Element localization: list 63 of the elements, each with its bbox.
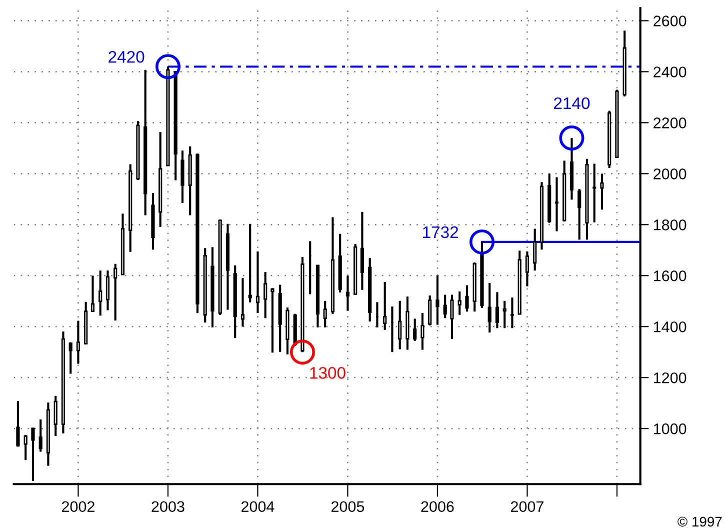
- candlestick: [323, 300, 327, 328]
- candlestick: [240, 277, 245, 328]
- candlestick: [592, 162, 596, 224]
- point: [155, 54, 180, 80]
- text: © 1997: [678, 516, 722, 527]
- candlestick: [90, 274, 95, 312]
- candlestick: [76, 320, 80, 365]
- y-tick-label: 2000: [654, 168, 686, 180]
- candlestick: [428, 294, 432, 326]
- y-tick-label: 1000: [654, 423, 686, 434]
- candlestick: [106, 269, 110, 312]
- data-label: 2140: [554, 97, 590, 110]
- candlestick: [68, 341, 72, 375]
- y-tick-label: 1800: [654, 220, 686, 230]
- candlestick: [256, 250, 260, 314]
- data-label: 2420: [108, 50, 144, 63]
- candlestick: [360, 210, 364, 291]
- candlestick: [600, 172, 604, 211]
- candlestick: [525, 250, 530, 288]
- y-tick-label: 2600: [654, 16, 686, 26]
- x-tick-label: 2003: [152, 501, 184, 512]
- y-tick-label: 2400: [654, 66, 686, 78]
- candlestick: [533, 228, 537, 272]
- candlestick: [510, 296, 514, 330]
- data-label: 1732: [423, 226, 458, 238]
- x-tick-label: 2004: [242, 501, 274, 512]
- candlestick: [443, 294, 447, 320]
- candlestick: [38, 418, 42, 453]
- candlestick: [413, 318, 417, 342]
- candlestick: [578, 188, 582, 241]
- candlestick: [554, 176, 559, 232]
- candlestick: [450, 294, 454, 340]
- candlestick: [54, 394, 58, 437]
- y-tick-label: 2200: [654, 118, 686, 128]
- x-tick-label: 2007: [511, 501, 544, 512]
- candlestick: [398, 300, 402, 350]
- candlestick: [114, 262, 118, 322]
- candlestick: [98, 269, 102, 317]
- x-tick-label: 2002: [62, 501, 94, 512]
- x-tick-label: 2006: [421, 501, 454, 512]
- candlestick: [436, 274, 440, 326]
- candlestick: [270, 287, 274, 354]
- y-tick-label: 1400: [654, 321, 686, 332]
- point: [559, 125, 584, 150]
- candlestick: [488, 282, 492, 334]
- y-tick-label: 1600: [654, 270, 686, 282]
- candlestick: [458, 290, 462, 316]
- candlestick: [16, 400, 20, 448]
- candlestick: [420, 312, 424, 351]
- candlestick: [495, 291, 500, 330]
- candlestick: [264, 271, 268, 320]
- candlestick: [383, 280, 387, 331]
- data-label: 1300: [310, 366, 346, 379]
- point: [290, 340, 315, 365]
- point: [469, 229, 494, 254]
- candlestick: [248, 222, 252, 304]
- candlestick: [346, 274, 350, 312]
- candlestick: [24, 434, 28, 462]
- candlestick: [465, 284, 469, 313]
- x-tick-label: 2005: [331, 501, 364, 512]
- candlestick: [31, 427, 35, 482]
- candlestick: [502, 300, 506, 330]
- y-tick-label: 1200: [654, 372, 686, 384]
